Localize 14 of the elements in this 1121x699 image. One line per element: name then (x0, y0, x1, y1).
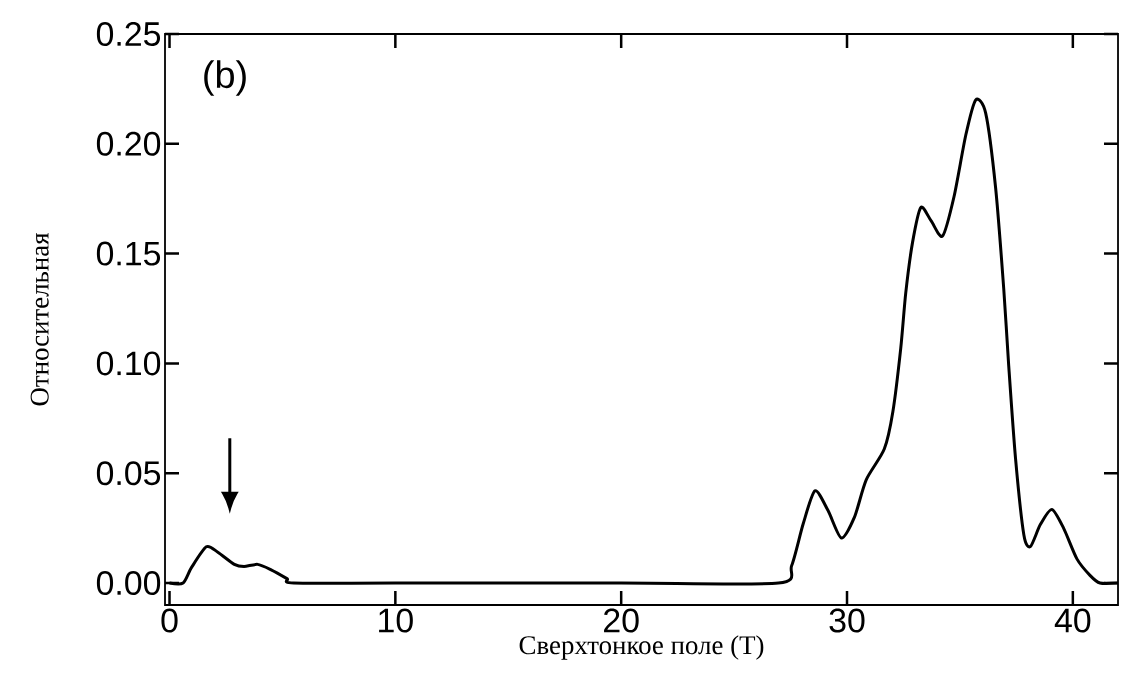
x-tick-label: 10 (379, 608, 413, 633)
y-tick-label: 0.15 (96, 241, 161, 266)
y-axis-title: Относительная (30, 232, 49, 406)
x-axis-title: Сверхтонкое поле (T) (519, 635, 764, 660)
x-tick-label: 0 (161, 608, 178, 633)
annotation: (b) (204, 60, 246, 96)
y-tick-label: 0.05 (96, 461, 161, 486)
y-tick-label: 0.20 (96, 131, 161, 156)
x-tick-label: 20 (604, 608, 639, 633)
y-tick-label: 0.25 (96, 22, 161, 46)
y-tick-label: 0.10 (96, 351, 161, 376)
y-tick-label: 0.00 (96, 571, 161, 596)
x-tick-label: 30 (829, 608, 865, 633)
x-tick-label: 40 (1054, 608, 1091, 633)
